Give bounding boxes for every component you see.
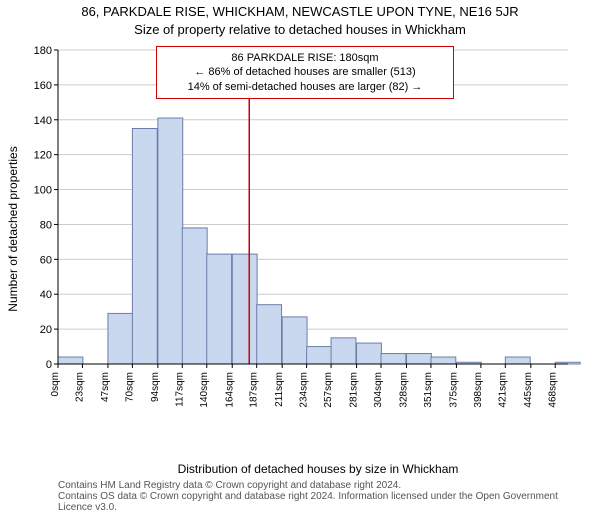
svg-text:257sqm: 257sqm [323, 372, 334, 408]
footer-line-2: Contains OS data © Crown copyright and d… [58, 491, 558, 513]
svg-text:140sqm: 140sqm [199, 372, 210, 408]
svg-text:47sqm: 47sqm [100, 372, 111, 402]
svg-text:375sqm: 375sqm [448, 372, 459, 408]
plot-area: 0204060801001201401601800sqm23sqm47sqm70… [58, 44, 578, 414]
x-axis-label: Distribution of detached houses by size … [58, 462, 578, 476]
svg-text:187sqm: 187sqm [249, 372, 260, 408]
histogram-svg: 0204060801001201401601800sqm23sqm47sqm70… [58, 44, 578, 414]
svg-text:40: 40 [40, 289, 52, 301]
svg-text:117sqm: 117sqm [174, 372, 185, 407]
svg-text:180: 180 [34, 45, 52, 57]
svg-text:281sqm: 281sqm [349, 372, 360, 408]
svg-text:20: 20 [40, 324, 52, 336]
svg-text:120: 120 [34, 150, 52, 162]
svg-text:60: 60 [40, 254, 52, 266]
info-line-1: 86 PARKDALE RISE: 180sqm [165, 51, 445, 65]
svg-text:445sqm: 445sqm [523, 372, 534, 408]
svg-text:140: 140 [34, 115, 52, 127]
svg-text:80: 80 [40, 219, 52, 231]
svg-text:70sqm: 70sqm [124, 372, 135, 402]
attribution-footer: Contains HM Land Registry data © Crown c… [58, 480, 578, 513]
y-axis-label: Number of detached properties [6, 44, 22, 414]
address-title: 86, PARKDALE RISE, WHICKHAM, NEWCASTLE U… [0, 4, 600, 19]
marker-info-box: 86 PARKDALE RISE: 180sqm ← 86% of detach… [156, 46, 454, 99]
chart-container: 86, PARKDALE RISE, WHICKHAM, NEWCASTLE U… [0, 0, 600, 500]
svg-text:0: 0 [46, 359, 52, 371]
svg-text:328sqm: 328sqm [399, 372, 410, 408]
svg-text:468sqm: 468sqm [547, 372, 558, 408]
svg-text:211sqm: 211sqm [274, 372, 285, 407]
svg-text:160: 160 [34, 80, 52, 92]
svg-text:398sqm: 398sqm [473, 372, 484, 408]
svg-text:0sqm: 0sqm [50, 372, 61, 396]
svg-text:164sqm: 164sqm [224, 372, 235, 408]
info-line-3: 14% of semi-detached houses are larger (… [165, 80, 445, 94]
svg-text:351sqm: 351sqm [423, 372, 434, 408]
svg-text:23sqm: 23sqm [74, 372, 85, 402]
svg-text:100: 100 [34, 185, 52, 197]
footer-line-1: Contains HM Land Registry data © Crown c… [58, 480, 401, 491]
svg-text:234sqm: 234sqm [299, 372, 310, 408]
svg-text:94sqm: 94sqm [150, 372, 161, 402]
info-line-2: ← 86% of detached houses are smaller (51… [165, 65, 445, 79]
svg-text:421sqm: 421sqm [497, 372, 508, 408]
chart-subtitle: Size of property relative to detached ho… [0, 22, 600, 37]
svg-text:304sqm: 304sqm [373, 372, 384, 408]
